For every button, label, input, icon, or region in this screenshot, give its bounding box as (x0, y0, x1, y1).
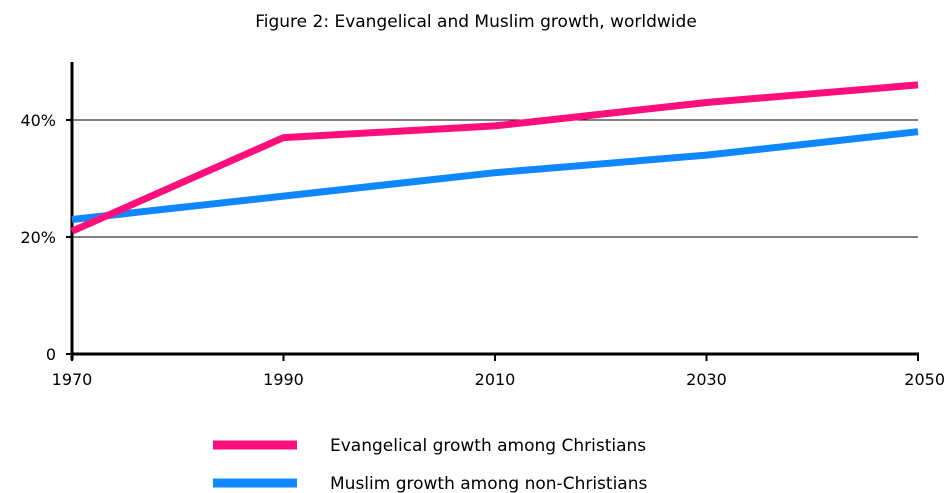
x-tick-label-2030: 2030 (686, 370, 727, 389)
legend-label-muslim: Muslim growth among non-Christians (330, 474, 647, 493)
series-line-muslim (71, 128, 919, 223)
chart-title: Figure 2: Evangelical and Muslim growth,… (255, 12, 697, 32)
x-tick-label-2050: 2050 (904, 370, 945, 389)
series-lines (70, 81, 919, 235)
x-tick-label-1970: 1970 (52, 370, 93, 389)
series-line-evangelical (70, 81, 919, 235)
y-tick-label-0: 0 (46, 345, 56, 364)
legend-label-evangelical: Evangelical growth among Christians (330, 436, 646, 456)
legend: Evangelical growth among Christians Musl… (213, 436, 647, 493)
x-tick-label-2010: 2010 (475, 370, 516, 389)
x-tick-label-1990: 1990 (263, 370, 304, 389)
gridlines (72, 119, 918, 238)
y-tick-label-20%: 20% (20, 228, 56, 247)
tick-labels: 1970 1990 2010 2030 2050 0 20% 40% (20, 111, 945, 389)
y-tick-label-40%: 40% (20, 111, 56, 130)
axes (66, 62, 919, 361)
